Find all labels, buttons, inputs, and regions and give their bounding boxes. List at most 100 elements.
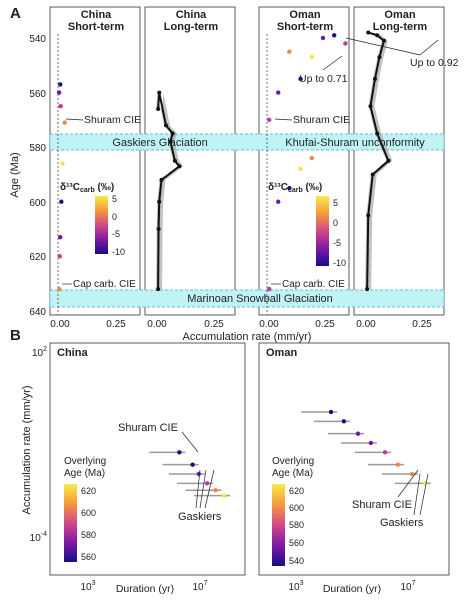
data-point [56,90,62,95]
data-point [309,54,314,60]
annotation-arrow [181,431,199,453]
data-point [159,177,164,182]
data-point [328,409,334,415]
gaskiers-band [49,133,445,151]
ytick-label: 600 [29,198,46,209]
annotation-arrow [419,473,429,516]
data-point [57,286,62,292]
data-point [60,161,65,166]
data-point [221,493,227,498]
facet-title-period: Long-term [373,21,428,33]
panel-a-ylabel: Age (Ma) [9,152,21,197]
data-point [170,131,175,136]
data-point [298,166,303,172]
facet-b-title: Oman [266,347,297,359]
data-point [320,35,326,41]
legend-tick: 560 [81,552,96,562]
legend-tick: 600 [289,503,304,513]
annotation-arrow [274,118,293,121]
data-point [177,164,182,169]
facet-china-long [144,6,236,316]
xtick-label: 0.00 [50,319,70,330]
annotation-arrow [413,473,421,516]
facet-b-oman [258,342,450,576]
colorbar-title: δ¹³Ccarb (‰) [268,182,322,194]
legend-title: Overlying Age (Ma) [272,456,314,479]
data-point [58,82,63,87]
data-point [62,120,67,125]
data-point [57,254,62,259]
data-point [368,104,373,109]
data-point [157,90,162,95]
data-point [213,488,218,493]
colorbar-china: δ¹³Ccarb (‰) 5 0 -5 -10 [60,182,125,257]
panel-a-label: A [10,5,21,22]
colorbar-tick: -5 [112,229,120,239]
data-point [156,287,161,292]
data-point [382,450,388,455]
facet-b-title: China [57,347,88,359]
data-point [267,117,272,123]
up-071-label: Up to 0.71 [299,73,348,85]
data-point [381,38,386,43]
facet-title-region: Oman [384,9,415,21]
data-point [409,471,415,477]
ytick-label: 540 [29,34,46,45]
data-point [177,450,182,455]
facet-title-period: Short-term [68,21,124,33]
xtick-label: 0.00 [259,319,279,330]
facet-title-period: Long-term [164,21,219,33]
data-point [372,76,377,81]
data-point [386,158,391,163]
data-point [365,287,370,292]
colorbar-gradient [95,196,108,254]
data-point [366,30,371,35]
ytick-label: 580 [29,143,46,154]
panel-a-xticks: 0.00 0.25 0.00 0.25 0.00 0.25 0.00 0.25 [50,319,432,330]
data-point [267,286,272,292]
data-point [168,139,173,144]
data-point [370,172,375,177]
annotation-arrow [322,55,343,71]
colorbar-tick: 0 [112,212,117,222]
facet-china-short [49,6,141,316]
facet-b-china [49,342,246,576]
colorbar-title: δ¹³Ccarb (‰) [60,182,114,194]
data-point [287,49,292,54]
data-point [355,431,361,436]
data-point [276,199,281,204]
gaskiers-b-china: Gaskiers [178,511,222,523]
up-092-label: Up to 0.92 [410,57,459,69]
facet-title-region: Oman [289,9,320,21]
data-point [287,185,292,191]
panel-a-xlabel: Accumulation rate (mm/yr) [183,331,312,343]
data-point [163,123,168,128]
xtick-label: 0.00 [147,319,167,330]
data-point [395,462,401,467]
annotation-arrow [397,469,419,498]
gaskiers-b-oman: Gaskiers [380,517,424,529]
data-point [377,55,382,60]
data-point [58,104,63,109]
panel-a-yticks: 540 560 580 600 620 640 [29,34,46,318]
colorbar-gradient [272,484,285,566]
data-point [196,471,201,477]
annotation-arrow [195,469,201,509]
panel-a-marks [56,30,393,292]
marinoan-label: Marinoan Snowball Glaciation [187,293,333,305]
panel-a-annotations: Shuram CIE Shuram CIE Cap carb. CIE Cap … [62,37,459,290]
data-point [332,33,337,38]
colorbar-tick: -10 [112,247,125,257]
xtick-label: 0.25 [106,319,126,330]
legend-tick: 620 [289,486,304,496]
xtick-label: 107 [400,580,415,593]
panel-b-marks [149,409,431,498]
xtick-label: 0.25 [204,319,224,330]
facet-title-region: China [176,9,207,21]
legend-tick: 580 [289,520,304,530]
colorbar-tick: 0 [333,218,338,228]
colorbar-gradient [64,484,77,562]
data-point [58,235,63,240]
shuram-b-oman: Shuram CIE [352,499,412,511]
cap-oman-label: Cap carb. CIE [282,279,345,290]
